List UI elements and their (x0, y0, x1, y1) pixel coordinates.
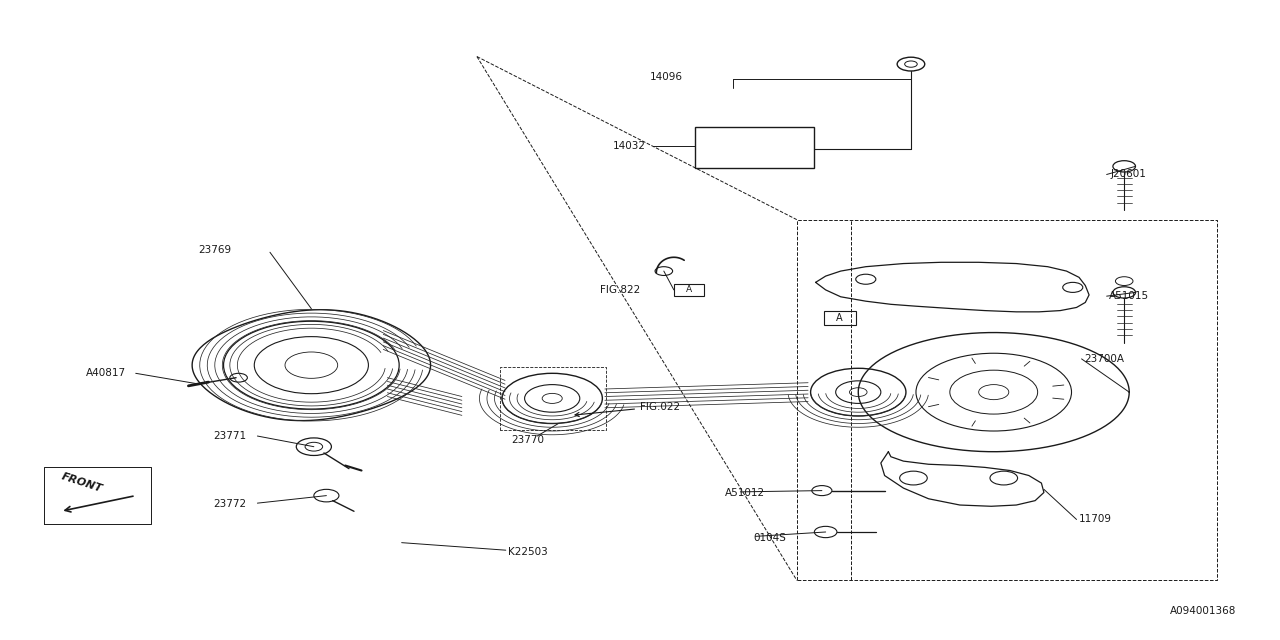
Text: FRONT: FRONT (60, 472, 104, 495)
Bar (695, 127, 814, 168)
Text: A094001368: A094001368 (1170, 606, 1236, 616)
Text: 14096: 14096 (650, 72, 684, 83)
Text: FIG.822: FIG.822 (600, 285, 640, 295)
Text: A51012: A51012 (726, 488, 765, 498)
Text: 23700A: 23700A (1084, 354, 1124, 364)
Text: 23771: 23771 (214, 431, 247, 441)
Text: 23772: 23772 (214, 499, 247, 509)
Text: 23770: 23770 (511, 435, 544, 445)
Text: A: A (686, 285, 692, 294)
Text: 11709: 11709 (1079, 515, 1112, 524)
Text: 14032: 14032 (612, 141, 645, 150)
Text: 0104S: 0104S (753, 532, 786, 543)
Text: K22503: K22503 (508, 547, 548, 557)
Text: 23769: 23769 (198, 244, 232, 255)
Text: FIG.022: FIG.022 (575, 401, 680, 417)
Text: J20601: J20601 (1111, 170, 1147, 179)
Text: A: A (836, 313, 842, 323)
Bar (824, 311, 856, 325)
Text: A51015: A51015 (1110, 291, 1149, 301)
Bar (673, 284, 704, 296)
Text: A40817: A40817 (86, 368, 125, 378)
